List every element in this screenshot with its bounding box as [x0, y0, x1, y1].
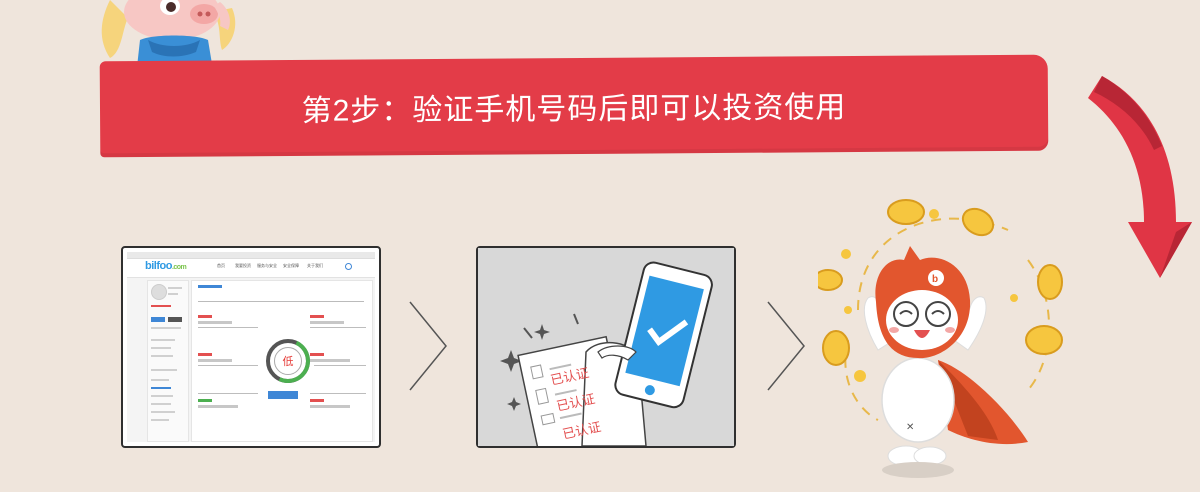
sidebar-balance — [151, 305, 171, 307]
sidebar-line — [168, 293, 178, 295]
site-header — [127, 259, 375, 278]
sidebar-line — [151, 395, 173, 397]
sidebar-line — [151, 411, 175, 413]
security-item — [198, 399, 212, 402]
security-item-desc — [198, 321, 232, 324]
sidebar-line — [151, 355, 173, 357]
security-item-desc — [310, 321, 344, 324]
site-main: 低 — [191, 280, 373, 442]
avatar — [151, 284, 167, 300]
sidebar-line — [151, 339, 175, 341]
sidebar-line — [151, 419, 169, 421]
recheck-button — [268, 391, 298, 399]
risk-dial — [266, 339, 310, 383]
site-topbar — [127, 252, 375, 259]
sidebar-line — [151, 369, 177, 371]
sidebar-line — [168, 287, 182, 289]
security-item — [310, 399, 324, 402]
site-nav-item: 服务与安全 — [257, 263, 277, 268]
cat-hero-mascot-icon: ✕ b — [818, 190, 1078, 490]
security-item-desc — [198, 405, 238, 408]
security-item — [198, 315, 212, 318]
main-heading — [198, 285, 222, 288]
security-item — [198, 353, 212, 356]
divider — [314, 365, 366, 366]
site-logo-text: bilfoo — [145, 260, 172, 272]
divider — [198, 327, 258, 328]
divider — [198, 365, 258, 366]
site-sidebar — [147, 280, 189, 442]
divider — [310, 393, 366, 394]
svg-text:b: b — [932, 274, 938, 285]
chevron-right-icon — [766, 300, 808, 392]
site-nav-item: 关于我们 — [307, 263, 323, 268]
sidebar-line — [151, 387, 171, 389]
site-nav-item: 安全保障 — [283, 263, 299, 268]
sidebar-line — [151, 327, 181, 329]
security-item-desc — [198, 359, 232, 362]
sidebar-line — [151, 403, 171, 405]
site-search-icon — [345, 263, 352, 270]
site-nav-item: 我要投资 — [235, 263, 251, 268]
divider — [198, 393, 258, 394]
phone-verification-panel: 已认证 已认证 已认证 — [476, 246, 736, 448]
curved-red-arrow-icon — [1080, 72, 1200, 292]
sidebar-line — [151, 347, 171, 349]
sidebar-button — [168, 317, 182, 322]
banner-title: 第2步：验证手机号码后即可以投资使用 — [301, 91, 847, 128]
svg-text:✕: ✕ — [906, 422, 914, 433]
site-logo: bilfoo.com — [145, 260, 187, 272]
site-nav-item: 首页 — [217, 263, 225, 268]
phone-check-icon — [478, 248, 734, 446]
step-banner: 第2步：验证手机号码后即可以投资使用 — [99, 54, 1049, 158]
yuan-coin-icon — [818, 199, 1063, 382]
sidebar-button — [151, 317, 165, 322]
website-screenshot-panel: bilfoo.com 首页 我要投资 服务与安全 安全保障 关于我们 — [121, 246, 381, 448]
risk-level: 低 — [274, 347, 302, 375]
security-item — [310, 315, 324, 318]
progress-ruler — [198, 295, 364, 302]
security-item-desc — [310, 359, 350, 362]
sidebar-line — [151, 379, 169, 381]
site-logo-com: .com — [171, 264, 187, 271]
divider — [310, 327, 366, 328]
chevron-right-icon — [408, 300, 450, 392]
security-item-desc — [310, 405, 350, 408]
website-mock: bilfoo.com 首页 我要投资 服务与安全 安全保障 关于我们 — [127, 252, 375, 442]
security-item — [310, 353, 324, 356]
